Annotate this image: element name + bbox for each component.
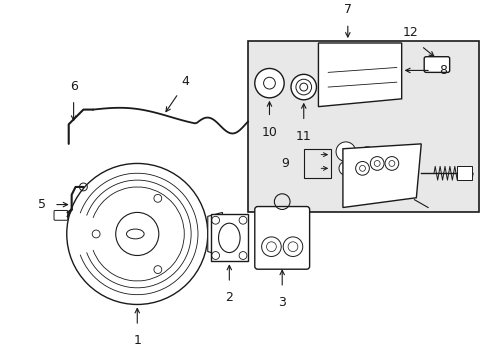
Text: 5: 5 <box>38 198 46 211</box>
Circle shape <box>254 68 284 98</box>
Text: 4: 4 <box>181 75 189 87</box>
FancyBboxPatch shape <box>423 57 449 72</box>
Bar <box>247 41 478 212</box>
Text: 7: 7 <box>343 3 351 15</box>
Circle shape <box>384 157 398 170</box>
Polygon shape <box>318 43 401 107</box>
Circle shape <box>338 162 352 175</box>
FancyBboxPatch shape <box>54 211 68 220</box>
Bar <box>210 214 247 261</box>
Circle shape <box>154 194 162 202</box>
Circle shape <box>92 230 100 238</box>
Text: 1: 1 <box>133 334 141 347</box>
Text: 10: 10 <box>261 126 277 139</box>
Bar <box>303 149 330 178</box>
Text: 3: 3 <box>278 296 285 309</box>
Circle shape <box>261 237 281 256</box>
Polygon shape <box>342 144 420 207</box>
Circle shape <box>355 162 368 175</box>
Text: 12: 12 <box>402 26 417 39</box>
Text: 6: 6 <box>69 80 78 93</box>
FancyBboxPatch shape <box>254 207 309 269</box>
Bar <box>457 166 471 180</box>
Circle shape <box>335 142 355 162</box>
Circle shape <box>116 212 159 256</box>
Text: 9: 9 <box>281 157 288 170</box>
Text: 8: 8 <box>438 64 446 77</box>
Polygon shape <box>207 212 222 256</box>
Text: 11: 11 <box>295 130 311 143</box>
Text: 2: 2 <box>225 291 233 304</box>
Circle shape <box>361 162 372 174</box>
Circle shape <box>358 147 375 165</box>
Circle shape <box>154 266 162 274</box>
Circle shape <box>290 74 316 100</box>
Circle shape <box>369 157 383 170</box>
Circle shape <box>67 163 207 305</box>
Circle shape <box>283 237 302 256</box>
